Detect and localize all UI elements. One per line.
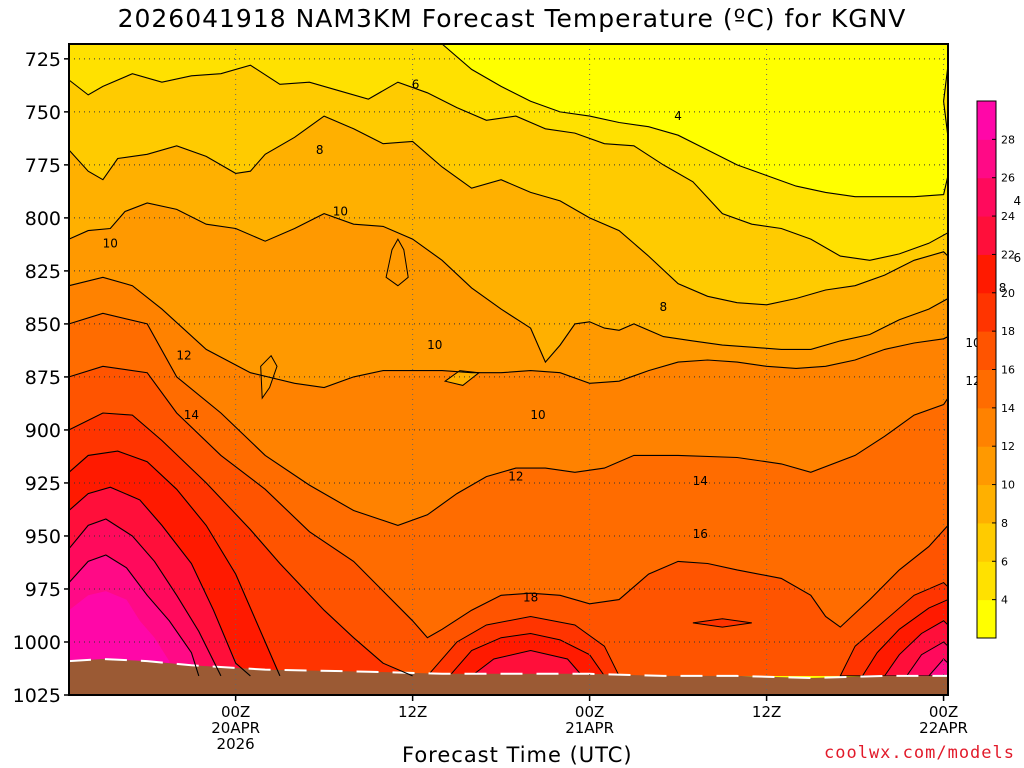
colorbar-label: 14	[1001, 402, 1015, 415]
contour-label: 10	[530, 408, 545, 422]
colorbar-segment	[977, 407, 996, 447]
chart-title: 2026041918 NAM3KM Forecast Temperature (…	[117, 4, 907, 33]
colorbar-label: 8	[1001, 517, 1008, 530]
y-axis: 725 750 775 800 825 850 875 900 925 950 975 1000 102…	[13, 49, 69, 707]
contour-label: 10	[103, 236, 118, 250]
contour-line	[68, 412, 413, 677]
contour-line	[68, 276, 949, 389]
y-tick-label: 975	[25, 579, 61, 601]
colorbar-label: 18	[1001, 325, 1015, 338]
contour-labels: 6 4 8 10 10 4 6 8 8 12 10 10 14 10 12 12 14 16 18	[103, 77, 1021, 604]
temperature-blobs	[260, 238, 949, 677]
ground-outline	[68, 657, 949, 680]
contour-label: 14	[184, 408, 199, 422]
colorbar-segment	[977, 101, 996, 140]
x-tick-label: 00Z	[575, 703, 604, 721]
temperature-blob	[385, 238, 409, 287]
x-tick-label: 00Z	[929, 703, 958, 721]
x-tick-label: 20APR	[211, 719, 260, 737]
contour-label: 4	[1013, 194, 1021, 208]
contour-label: 14	[693, 474, 708, 488]
y-tick-label: 800	[25, 208, 61, 230]
contour-line	[68, 202, 949, 364]
x-tick-label: 12Z	[398, 703, 427, 721]
colorbar-label: 10	[1001, 479, 1015, 492]
ground-fill	[69, 659, 948, 695]
colorbar-segment	[977, 139, 996, 179]
colorbar-segment	[977, 484, 996, 524]
y-tick-label: 925	[25, 473, 61, 495]
colorbar: 4 6 8 10 12 14 16 18 20 22 24 26 28	[976, 100, 1015, 639]
colorbar-label: 22	[1001, 248, 1015, 261]
colorbar-segment	[977, 561, 996, 601]
y-tick-label: 1025	[13, 685, 61, 707]
contour-label: 10	[333, 205, 348, 219]
x-tick-label: 00Z	[221, 703, 250, 721]
contour-line	[68, 365, 949, 639]
contour-label: 6	[412, 77, 420, 91]
contour-line	[68, 450, 281, 677]
y-tick-label: 825	[25, 261, 61, 283]
colorbar-label: 16	[1001, 364, 1015, 377]
contour-label: 8	[660, 300, 668, 314]
colorbar-segment	[977, 369, 996, 409]
y-tick-label: 775	[25, 155, 61, 177]
colorbar-segment	[977, 216, 996, 255]
colorbar-label: 28	[1001, 133, 1015, 146]
contour-line	[68, 486, 251, 677]
contour-label: 4	[674, 109, 682, 123]
contour-line	[68, 64, 949, 261]
colorbar-label: 4	[1001, 594, 1008, 607]
contour-line	[68, 115, 949, 306]
colorbar-segment	[977, 177, 996, 217]
x-tick-label: 21APR	[565, 719, 614, 737]
y-tick-label: 875	[25, 367, 61, 389]
colorbar-segment	[977, 599, 996, 639]
contour-label: 16	[693, 527, 708, 541]
x-tick-label: 12Z	[752, 703, 781, 721]
x-tick-label: 2026	[217, 735, 255, 753]
contour-label: 6	[1013, 251, 1021, 265]
y-tick-label: 950	[25, 526, 61, 548]
colorbar-label: 6	[1001, 555, 1008, 568]
colorbar-segment	[977, 522, 996, 562]
contour-label: 18	[523, 590, 538, 604]
credit-link[interactable]: coolwx.com/models	[824, 743, 1015, 763]
x-tick-label: 22APR	[919, 719, 968, 737]
colorbar-segment	[977, 331, 996, 370]
colorbar-segment	[977, 254, 996, 294]
contour-lines	[68, 43, 949, 677]
y-tick-label: 850	[25, 314, 61, 336]
colorbar-label: 24	[1001, 210, 1015, 223]
temperature-fills	[69, 44, 948, 695]
temperature-region	[69, 591, 170, 676]
colorbar-label: 26	[1001, 172, 1015, 185]
contour-label: 10	[427, 338, 442, 352]
y-tick-label: 725	[25, 49, 61, 71]
y-tick-label: 750	[25, 102, 61, 124]
plot-frame	[68, 43, 949, 696]
contour-line	[68, 554, 200, 677]
ground-surface	[68, 657, 949, 695]
grid-lines	[69, 44, 948, 695]
colorbar-segment	[977, 292, 996, 332]
y-tick-label: 1000	[13, 632, 61, 654]
contour-line	[68, 312, 949, 526]
colorbar-label: 12	[1001, 440, 1015, 453]
colorbar-label: 20	[1001, 287, 1015, 300]
contour-label: 12	[176, 349, 191, 363]
contour-line	[68, 518, 222, 677]
contour-label: 8	[316, 143, 324, 157]
contour-label: 12	[508, 470, 523, 484]
temperature-blob	[692, 618, 752, 628]
colorbar-segment	[977, 446, 996, 486]
y-tick-label: 900	[25, 420, 61, 442]
x-axis-label: Forecast Time (UTC)	[402, 743, 633, 767]
contour-label: 8	[999, 281, 1007, 295]
